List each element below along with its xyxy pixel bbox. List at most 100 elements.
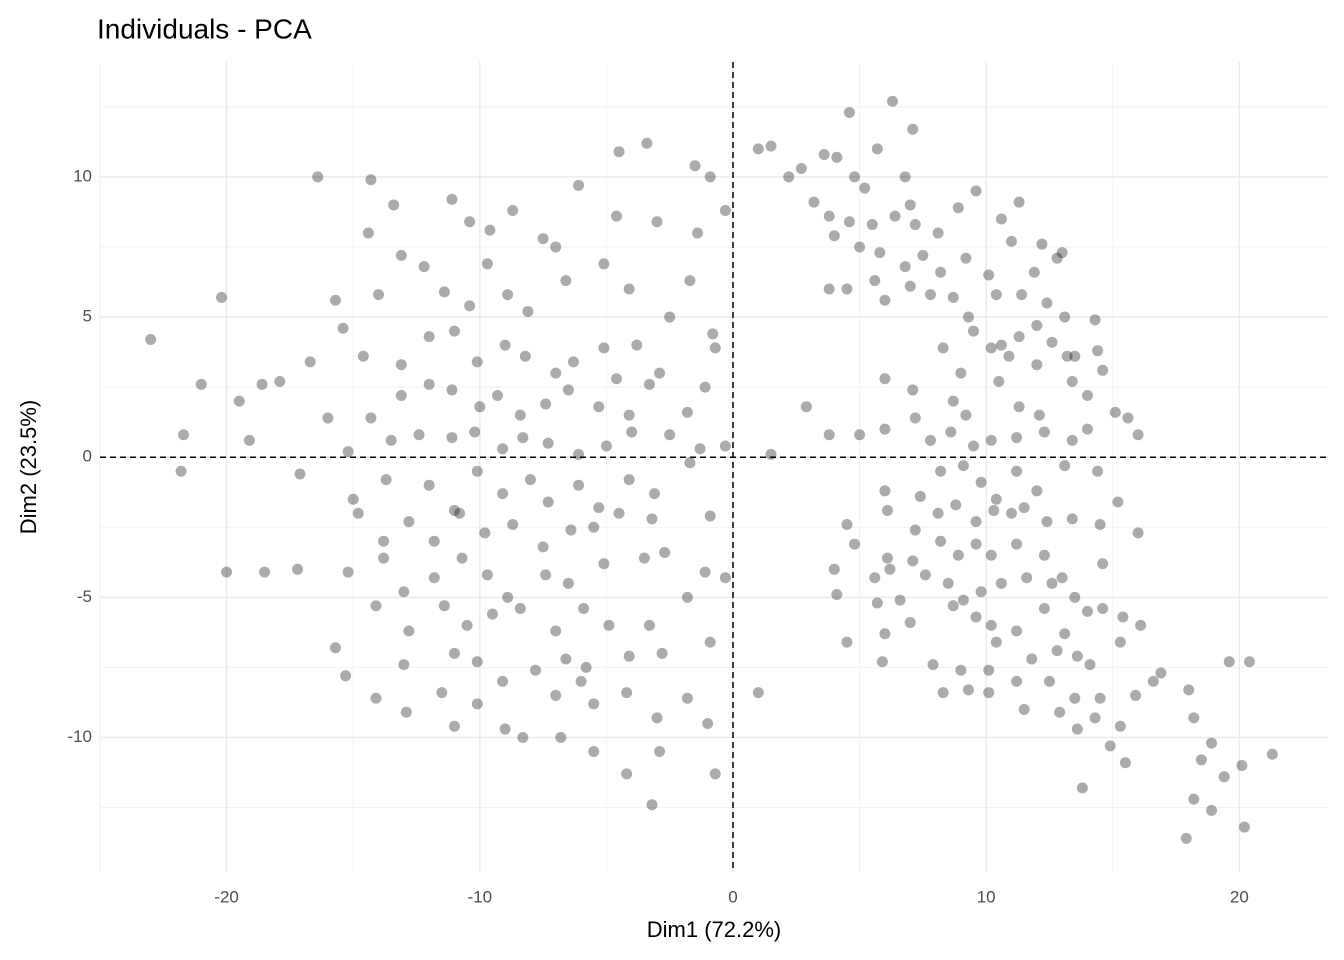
point [970, 611, 982, 623]
point [1188, 712, 1200, 724]
point [1092, 345, 1104, 357]
point [195, 378, 207, 390]
point [823, 429, 835, 441]
point [481, 258, 493, 270]
point [1011, 538, 1023, 550]
point [975, 476, 987, 488]
point [699, 381, 711, 393]
point [1059, 460, 1071, 472]
point [904, 199, 916, 211]
point [651, 216, 663, 228]
point [988, 504, 1000, 516]
point [370, 692, 382, 704]
point [808, 196, 820, 208]
point [1218, 771, 1230, 783]
point [474, 401, 486, 413]
point [752, 143, 764, 155]
point [1180, 832, 1192, 844]
point [294, 468, 306, 480]
point [970, 185, 982, 197]
point [1033, 409, 1045, 421]
point [909, 524, 921, 536]
point [322, 412, 334, 424]
point [719, 440, 731, 452]
point [1031, 359, 1043, 371]
point [398, 586, 410, 598]
point [400, 706, 412, 718]
point [907, 555, 919, 567]
point [1031, 485, 1043, 497]
point [947, 395, 959, 407]
point [403, 516, 415, 528]
point [540, 398, 552, 410]
point [631, 339, 643, 351]
point [927, 659, 939, 671]
point [960, 409, 972, 421]
point [1051, 645, 1063, 657]
point [1135, 619, 1147, 631]
point [1223, 656, 1235, 668]
point [654, 367, 666, 379]
point [497, 488, 509, 500]
point [438, 600, 450, 612]
point [446, 384, 458, 396]
point [1094, 692, 1106, 704]
point [1089, 712, 1101, 724]
y-tick-label: -10 [67, 727, 92, 746]
point [818, 148, 830, 160]
point [1094, 518, 1106, 530]
point [233, 395, 245, 407]
point [990, 289, 1002, 301]
point [1056, 247, 1068, 259]
point [611, 373, 623, 385]
point [932, 227, 944, 239]
point [403, 625, 415, 637]
point [876, 656, 888, 668]
point [854, 241, 866, 253]
point [823, 283, 835, 295]
y-tick-label: 0 [83, 447, 92, 466]
point [456, 552, 468, 564]
point [464, 216, 476, 228]
point [651, 712, 663, 724]
point [567, 356, 579, 368]
point [957, 460, 969, 472]
point [560, 275, 572, 287]
point [370, 600, 382, 612]
point [1006, 507, 1018, 519]
point [681, 692, 693, 704]
point [1069, 591, 1081, 603]
point [497, 675, 509, 687]
point [871, 597, 883, 609]
point [899, 171, 911, 183]
point [529, 664, 541, 676]
point [395, 390, 407, 402]
point [256, 378, 268, 390]
point [646, 799, 658, 811]
point [438, 286, 450, 298]
point [1018, 502, 1030, 514]
point [904, 617, 916, 629]
point [869, 572, 881, 584]
point [879, 373, 891, 385]
point [357, 350, 369, 362]
point [448, 325, 460, 337]
point [881, 552, 893, 564]
point [1122, 412, 1134, 424]
point [398, 659, 410, 671]
x-tick-label: 10 [977, 887, 996, 906]
point [1011, 465, 1023, 477]
point [968, 440, 980, 452]
point [831, 589, 843, 601]
point [879, 485, 891, 497]
point [385, 434, 397, 446]
point [962, 311, 974, 323]
point [869, 275, 881, 287]
point [555, 731, 567, 743]
point [542, 437, 554, 449]
point [904, 280, 916, 292]
point [909, 219, 921, 231]
point [1132, 527, 1144, 539]
point [598, 258, 610, 270]
point [1026, 653, 1038, 665]
